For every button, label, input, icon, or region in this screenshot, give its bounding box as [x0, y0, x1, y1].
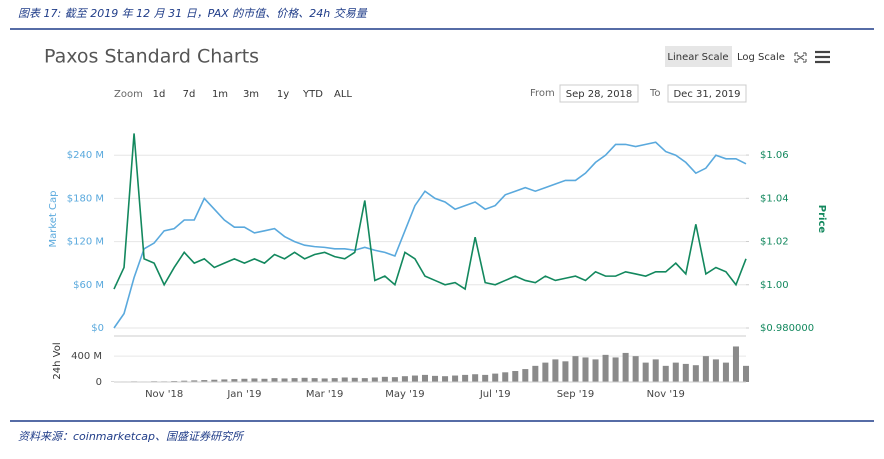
volume-bar — [432, 376, 438, 382]
volume-bar — [603, 355, 609, 382]
scale-button[interactable]: Log Scale — [737, 52, 785, 63]
x-tick-label: Jul '19 — [479, 389, 511, 400]
y-tick-label: $0 — [91, 323, 104, 334]
volume-bar — [462, 375, 468, 382]
zoom-button[interactable]: 3m — [243, 89, 259, 100]
zoom-button[interactable]: 1y — [277, 89, 289, 100]
from-label: From — [530, 88, 555, 99]
volume-bar — [372, 377, 378, 382]
x-tick-label: Mar '19 — [306, 389, 344, 400]
volume-bar — [442, 376, 448, 382]
zoom-button[interactable]: 1d — [153, 89, 166, 100]
volume-bar — [312, 378, 318, 382]
y-tick-label: 400 M — [71, 351, 102, 362]
volume-bar — [492, 374, 498, 382]
volume-bar — [382, 377, 388, 382]
volume-bar — [693, 365, 699, 382]
y-tick-label: $240 M — [67, 150, 104, 161]
volume-bar — [362, 378, 368, 382]
volume-bar — [623, 353, 629, 382]
zoom-label: Zoom — [114, 89, 143, 100]
y2-tick-label: $1.06 — [760, 150, 789, 161]
volume-bar — [673, 363, 679, 382]
volume-bar — [282, 378, 288, 382]
volume-bar — [412, 376, 418, 382]
volume-bar — [593, 359, 599, 382]
x-tick-label: May '19 — [385, 389, 424, 400]
x-tick-label: Nov '18 — [145, 389, 183, 400]
menu-icon[interactable] — [815, 52, 830, 62]
source: 资料来源：coinmarketcap、国盛证券研究所 — [18, 430, 245, 443]
volume-bar — [542, 363, 548, 382]
volume-bar — [532, 366, 538, 382]
y2-tick-label: $1.00 — [760, 280, 789, 291]
volume-bar — [522, 369, 528, 382]
zoom-button[interactable]: ALL — [334, 89, 352, 100]
volume-bar — [472, 374, 478, 382]
y2-tick-label: $1.04 — [760, 193, 789, 204]
y2-axis-label: Price — [816, 205, 827, 234]
x-tick-label: Jan '19 — [226, 389, 261, 400]
volume-bar — [653, 359, 659, 382]
line-series — [114, 133, 746, 289]
volume-bar — [743, 366, 749, 382]
scale-button[interactable]: Linear Scale — [667, 52, 728, 63]
fullscreen-icon[interactable] — [795, 53, 806, 62]
volume-bar — [643, 363, 649, 382]
from-date[interactable]: Sep 28, 2018 — [566, 89, 633, 100]
to-label: To — [649, 88, 661, 99]
volume-bar — [633, 356, 639, 382]
volume-bar — [713, 359, 719, 382]
y2-tick-label: $0.980000 — [760, 323, 814, 334]
volume-bar — [562, 361, 568, 382]
volume-bar — [512, 371, 518, 382]
volume-bar — [552, 359, 558, 382]
y2-tick-label: $1.02 — [760, 237, 789, 248]
zoom-button[interactable]: YTD — [302, 89, 323, 100]
volume-bar — [292, 378, 298, 382]
chart-title: Paxos Standard Charts — [44, 46, 259, 68]
volume-bar — [703, 356, 709, 382]
volume-bar — [422, 375, 428, 382]
zoom-button[interactable]: 7d — [183, 89, 196, 100]
volume-bar — [342, 377, 348, 382]
caption: 图表 17: 截至 2019 年 12 月 31 日，PAX 的市值、价格、24… — [18, 7, 368, 20]
volume-bar — [302, 378, 308, 382]
volume-bar — [482, 375, 488, 382]
y-tick-label: $120 M — [67, 237, 104, 248]
volume-bar — [271, 378, 277, 382]
y-tick-label: $60 M — [73, 280, 104, 291]
volume-bar — [663, 366, 669, 382]
volume-bar — [582, 357, 588, 382]
volume-bar — [683, 364, 689, 382]
to-date[interactable]: Dec 31, 2019 — [673, 89, 740, 100]
volume-bar — [322, 378, 328, 382]
volume-bar — [402, 376, 408, 382]
volume-bar — [392, 377, 398, 382]
x-tick-label: Nov '19 — [647, 389, 685, 400]
volume-bar — [332, 378, 338, 382]
y-tick-label: $180 M — [67, 193, 104, 204]
y-axis-label: 24h Vol — [52, 342, 63, 379]
y-tick-label: 0 — [96, 377, 102, 388]
zoom-button[interactable]: 1m — [212, 89, 228, 100]
x-tick-label: Sep '19 — [557, 389, 595, 400]
volume-bar — [733, 346, 739, 382]
volume-bar — [352, 378, 358, 382]
volume-bar — [251, 378, 257, 382]
y-axis-label: Market Cap — [48, 190, 59, 247]
volume-bar — [572, 356, 578, 382]
volume-bar — [502, 372, 508, 382]
volume-bar — [613, 357, 619, 382]
volume-bar — [452, 376, 458, 382]
line-series — [114, 142, 746, 328]
volume-bar — [723, 363, 729, 382]
